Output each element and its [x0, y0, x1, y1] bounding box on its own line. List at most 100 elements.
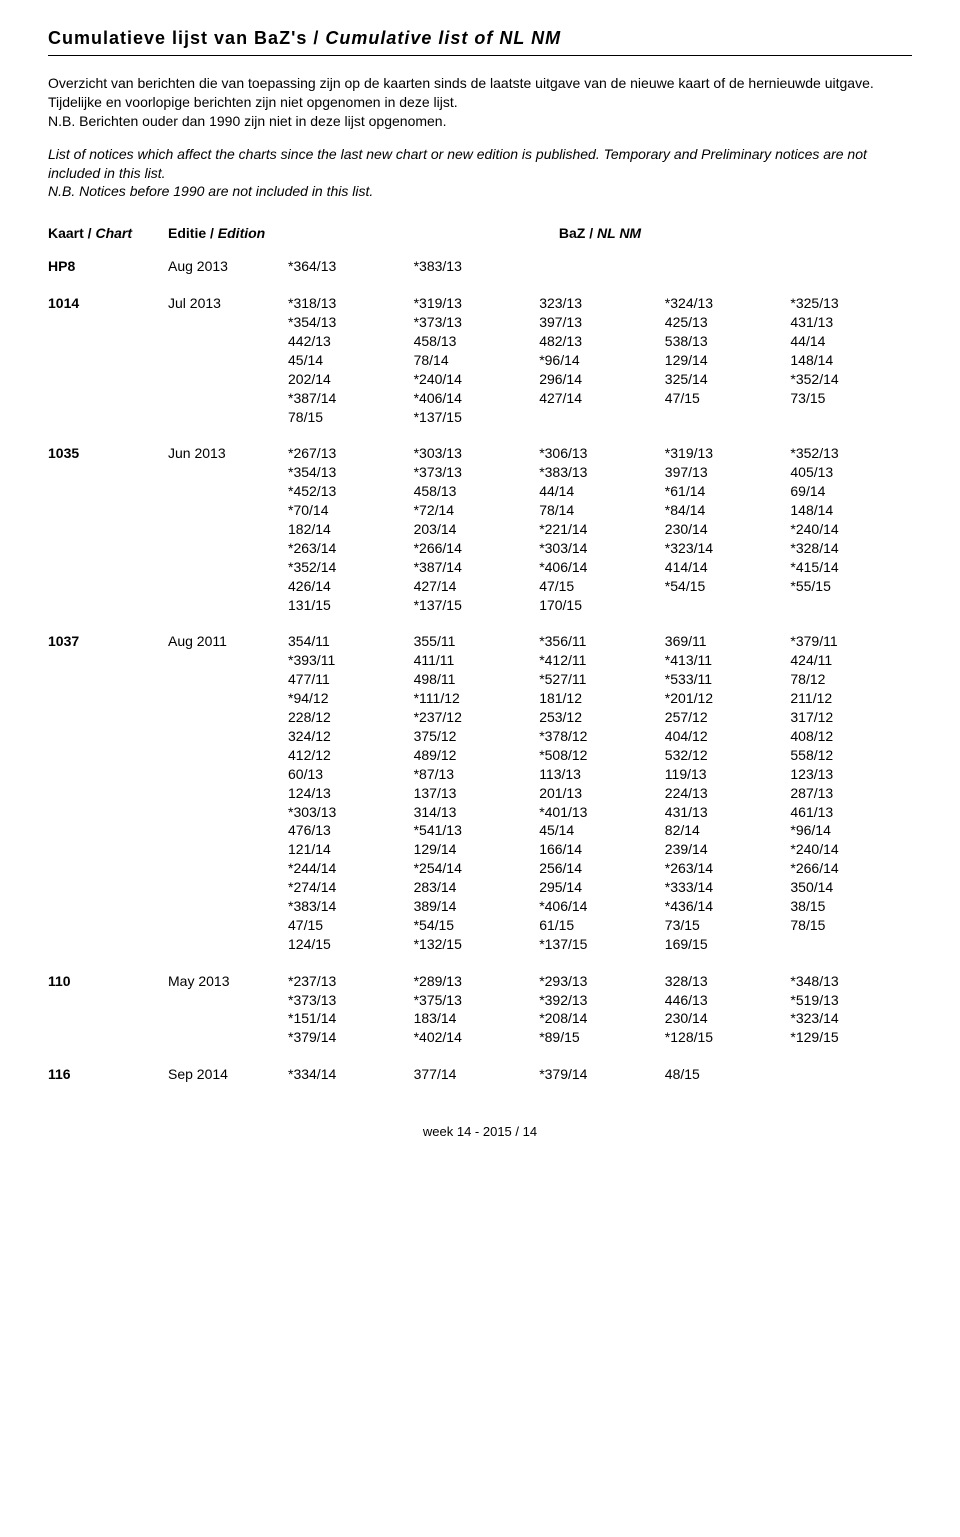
- intro-en-text: List of notices which affect the charts …: [48, 146, 867, 181]
- notice-value: 532/12: [665, 746, 787, 765]
- notice-value: 412/12: [288, 746, 410, 765]
- notice-value: *128/15: [665, 1028, 787, 1047]
- notice-value: *221/14: [539, 520, 661, 539]
- notice-value: *402/14: [414, 1028, 536, 1047]
- notice-value: 296/14: [539, 370, 661, 389]
- table-row: 1035Jun 2013*267/13*303/13*306/13*319/13…: [48, 444, 912, 614]
- table-header: Kaart / Chart Editie / Edition BaZ / NL …: [48, 225, 912, 241]
- notice-value: 414/14: [665, 558, 787, 577]
- notice-value: 44/14: [539, 482, 661, 501]
- notice-value: *129/15: [790, 1028, 912, 1047]
- entries-container: HP8Aug 2013*364/13*383/131014Jul 2013*31…: [48, 257, 912, 1084]
- notice-value: 256/14: [539, 859, 661, 878]
- notice-value: 78/14: [414, 351, 536, 370]
- notice-value: 170/15: [539, 596, 661, 615]
- notice-value: 354/11: [288, 632, 410, 651]
- notice-value: 203/14: [414, 520, 536, 539]
- notice-value: *334/14: [288, 1065, 410, 1084]
- notice-value: *352/13: [790, 444, 912, 463]
- notice-value: *151/14: [288, 1009, 410, 1028]
- notice-value: *373/13: [414, 463, 536, 482]
- table-row: 1014Jul 2013*318/13*319/13323/13*324/13*…: [48, 294, 912, 426]
- notice-value: *415/14: [790, 558, 912, 577]
- chart-id: 110: [48, 972, 168, 1048]
- notice-value: *208/14: [539, 1009, 661, 1028]
- notice-value: 44/14: [790, 332, 912, 351]
- notice-value: 323/13: [539, 294, 661, 313]
- title-rule: [48, 55, 912, 56]
- table-row: 1037Aug 2011354/11355/11*356/11369/11*37…: [48, 632, 912, 953]
- notice-value: *364/13: [288, 257, 410, 276]
- notice-value: 446/13: [665, 991, 787, 1010]
- edition: Sep 2014: [168, 1065, 288, 1084]
- intro-en-nb: N.B. Notices before 1990 are not include…: [48, 183, 373, 199]
- notice-value: 129/14: [414, 840, 536, 859]
- notice-value: 476/13: [288, 821, 410, 840]
- notice-value: 45/14: [539, 821, 661, 840]
- intro-nl: Overzicht van berichten die van toepassi…: [48, 74, 912, 131]
- notice-value: 253/12: [539, 708, 661, 727]
- notice-value: *274/14: [288, 878, 410, 897]
- notice-value: *84/14: [665, 501, 787, 520]
- notice-value: *240/14: [790, 520, 912, 539]
- title-nl: Cumulatieve lijst van BaZ's /: [48, 28, 319, 48]
- notice-value: 482/13: [539, 332, 661, 351]
- notice-value: 137/13: [414, 784, 536, 803]
- notice-value: 47/15: [288, 916, 410, 935]
- notice-value: *452/13: [288, 482, 410, 501]
- notice-value: *373/13: [414, 313, 536, 332]
- notice-value: 375/12: [414, 727, 536, 746]
- edition: Aug 2013: [168, 257, 288, 276]
- notice-value: *412/11: [539, 651, 661, 670]
- notice-value: 328/13: [665, 972, 787, 991]
- chart-id: 1035: [48, 444, 168, 614]
- notice-value: 458/13: [414, 332, 536, 351]
- notice-value: 78/15: [790, 916, 912, 935]
- notice-value: 48/15: [665, 1065, 787, 1084]
- notice-value: 182/14: [288, 520, 410, 539]
- notice-value: 129/14: [665, 351, 787, 370]
- notice-value: *289/13: [414, 972, 536, 991]
- notice-value: 45/14: [288, 351, 410, 370]
- notice-value: 166/14: [539, 840, 661, 859]
- chart-id: HP8: [48, 257, 168, 276]
- values-grid: *318/13*319/13323/13*324/13*325/13*354/1…: [288, 294, 912, 426]
- notice-value: 425/13: [665, 313, 787, 332]
- notice-value: *254/14: [414, 859, 536, 878]
- notice-value: *387/14: [414, 558, 536, 577]
- notice-value: 427/14: [414, 577, 536, 596]
- notice-value: 224/13: [665, 784, 787, 803]
- notice-value: 397/13: [665, 463, 787, 482]
- notice-value: 60/13: [288, 765, 410, 784]
- notice-value: *379/14: [288, 1028, 410, 1047]
- notice-value: 404/12: [665, 727, 787, 746]
- notice-value: 47/15: [539, 577, 661, 596]
- notice-value: 78/12: [790, 670, 912, 689]
- notice-value: 350/14: [790, 878, 912, 897]
- notice-value: *89/15: [539, 1028, 661, 1047]
- notice-value: *137/15: [414, 408, 536, 427]
- notice-value: *356/11: [539, 632, 661, 651]
- notice-value: 405/13: [790, 463, 912, 482]
- values-grid: *237/13*289/13*293/13328/13*348/13*373/1…: [288, 972, 912, 1048]
- notice-value: *413/11: [665, 651, 787, 670]
- header-chart: Kaart / Chart: [48, 225, 168, 241]
- notice-value: *379/11: [790, 632, 912, 651]
- notice-value: *373/13: [288, 991, 410, 1010]
- notice-value: *508/12: [539, 746, 661, 765]
- notice-value: 408/12: [790, 727, 912, 746]
- notice-value: *328/14: [790, 539, 912, 558]
- table-row: 116Sep 2014*334/14377/14*379/1448/15: [48, 1065, 912, 1084]
- notice-value: *375/13: [414, 991, 536, 1010]
- notice-value: *406/14: [539, 558, 661, 577]
- notice-value: 442/13: [288, 332, 410, 351]
- notice-value: 397/13: [539, 313, 661, 332]
- notice-value: 148/14: [790, 501, 912, 520]
- notice-value: 411/11: [414, 651, 536, 670]
- notice-value: *318/13: [288, 294, 410, 313]
- notice-value: *352/14: [288, 558, 410, 577]
- notice-value: *132/15: [414, 935, 536, 954]
- notice-value: *406/14: [539, 897, 661, 916]
- notice-value: 181/12: [539, 689, 661, 708]
- notice-value: 201/13: [539, 784, 661, 803]
